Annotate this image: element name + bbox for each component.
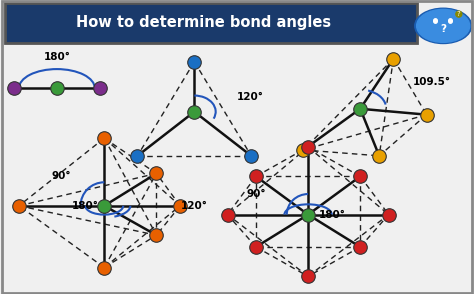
Point: [224, 212, 231, 217]
Point: [423, 112, 430, 117]
Point: [375, 153, 383, 158]
Text: 120°: 120°: [181, 201, 208, 211]
Point: [100, 265, 108, 270]
Text: 109.5°: 109.5°: [412, 77, 450, 87]
Point: [252, 245, 260, 249]
Text: How to determine bond angles: How to determine bond angles: [76, 15, 331, 31]
Point: [100, 136, 108, 141]
Point: [191, 59, 198, 64]
Text: 90°: 90°: [246, 189, 266, 199]
Point: [134, 153, 141, 158]
Text: 180°: 180°: [72, 201, 99, 211]
Text: 90°: 90°: [52, 171, 72, 181]
Circle shape: [415, 8, 472, 44]
Point: [191, 109, 198, 114]
Point: [304, 274, 312, 279]
Point: [176, 203, 184, 208]
Point: [390, 56, 397, 61]
Point: [153, 171, 160, 176]
Text: 180°: 180°: [44, 52, 70, 62]
Point: [300, 148, 307, 152]
Point: [15, 203, 23, 208]
Point: [356, 174, 364, 179]
Text: ?: ?: [457, 11, 461, 17]
Point: [53, 86, 61, 91]
Point: [96, 86, 103, 91]
Point: [10, 86, 18, 91]
Text: 120°: 120°: [237, 92, 264, 102]
Point: [356, 106, 364, 111]
Point: [304, 212, 312, 217]
Point: [153, 233, 160, 238]
Text: 180°: 180°: [319, 210, 345, 220]
Circle shape: [417, 9, 470, 42]
Point: [100, 203, 108, 208]
Point: [252, 174, 260, 179]
Text: ?: ?: [440, 24, 446, 34]
Point: [247, 153, 255, 158]
Point: [356, 245, 364, 249]
Point: [304, 145, 312, 149]
Point: [385, 212, 392, 217]
FancyBboxPatch shape: [5, 3, 417, 43]
